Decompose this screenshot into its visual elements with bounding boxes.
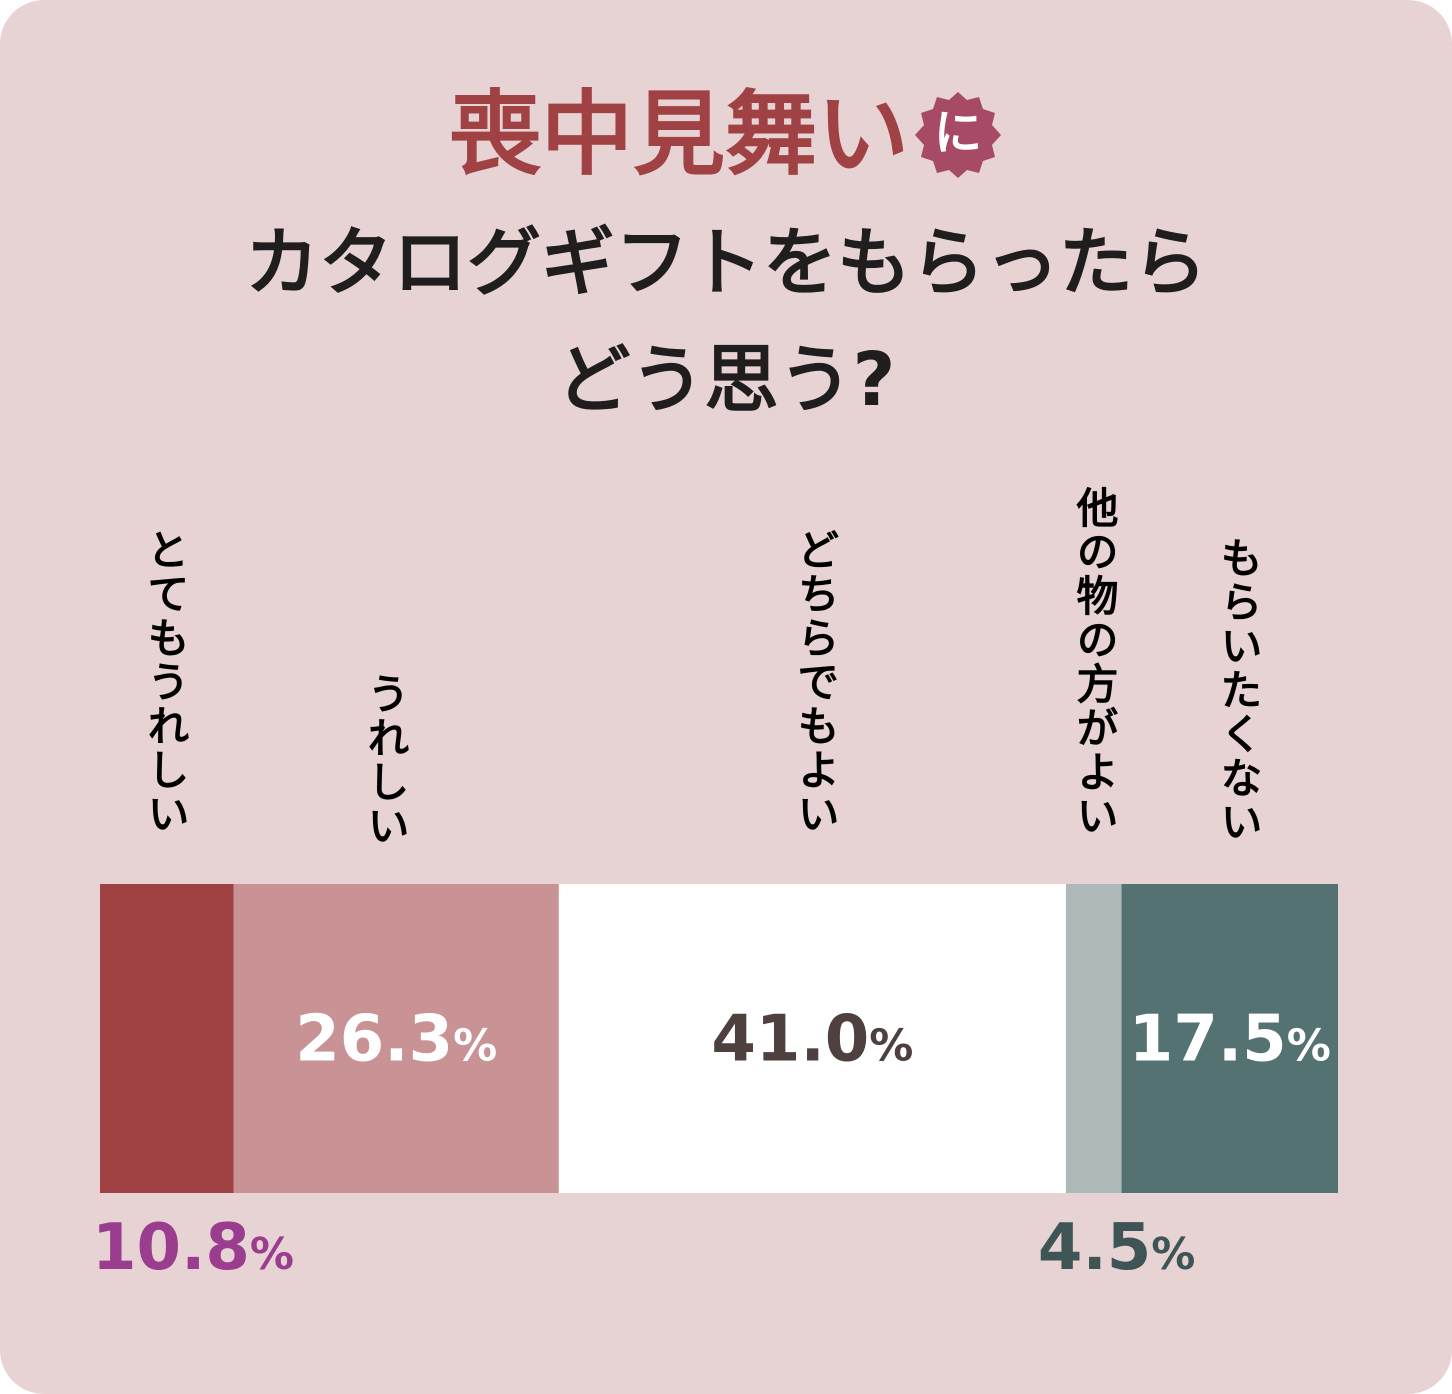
title-line3: どう思う?	[556, 337, 896, 423]
category-label-happy: うれしい	[361, 672, 410, 848]
value-label-3: 4.5%	[1038, 1211, 1195, 1285]
title-line1: 喪中見舞いに	[0, 80, 1452, 190]
value-label-0: 10.8%	[92, 1211, 294, 1285]
value-label-2: 41.0%	[711, 1003, 913, 1077]
title-line2: カタログギフトをもらったら	[245, 220, 1207, 306]
value-label-4: 17.5%	[1129, 1003, 1331, 1077]
category-label-either: どちらでもよい	[791, 528, 840, 836]
bar-segment-4	[1121, 884, 1338, 1193]
bar-segment-1	[233, 884, 559, 1193]
badge-shape	[915, 91, 1001, 178]
bar-segment-3	[1065, 884, 1122, 1193]
title-main: 喪中見舞い	[448, 81, 909, 188]
category-label-very-happy: とてもうれしい	[141, 528, 190, 836]
category-label-dont-want: もらいたくない	[1214, 536, 1263, 844]
category-label-prefer-other: 他の物の方がよい	[1070, 486, 1119, 838]
value-label-1: 26.3%	[295, 1003, 497, 1077]
bar-segment-2	[558, 884, 1066, 1193]
badge-text: に	[933, 104, 982, 161]
title-badge: に	[913, 90, 1003, 180]
bar-segment-0	[100, 884, 234, 1193]
